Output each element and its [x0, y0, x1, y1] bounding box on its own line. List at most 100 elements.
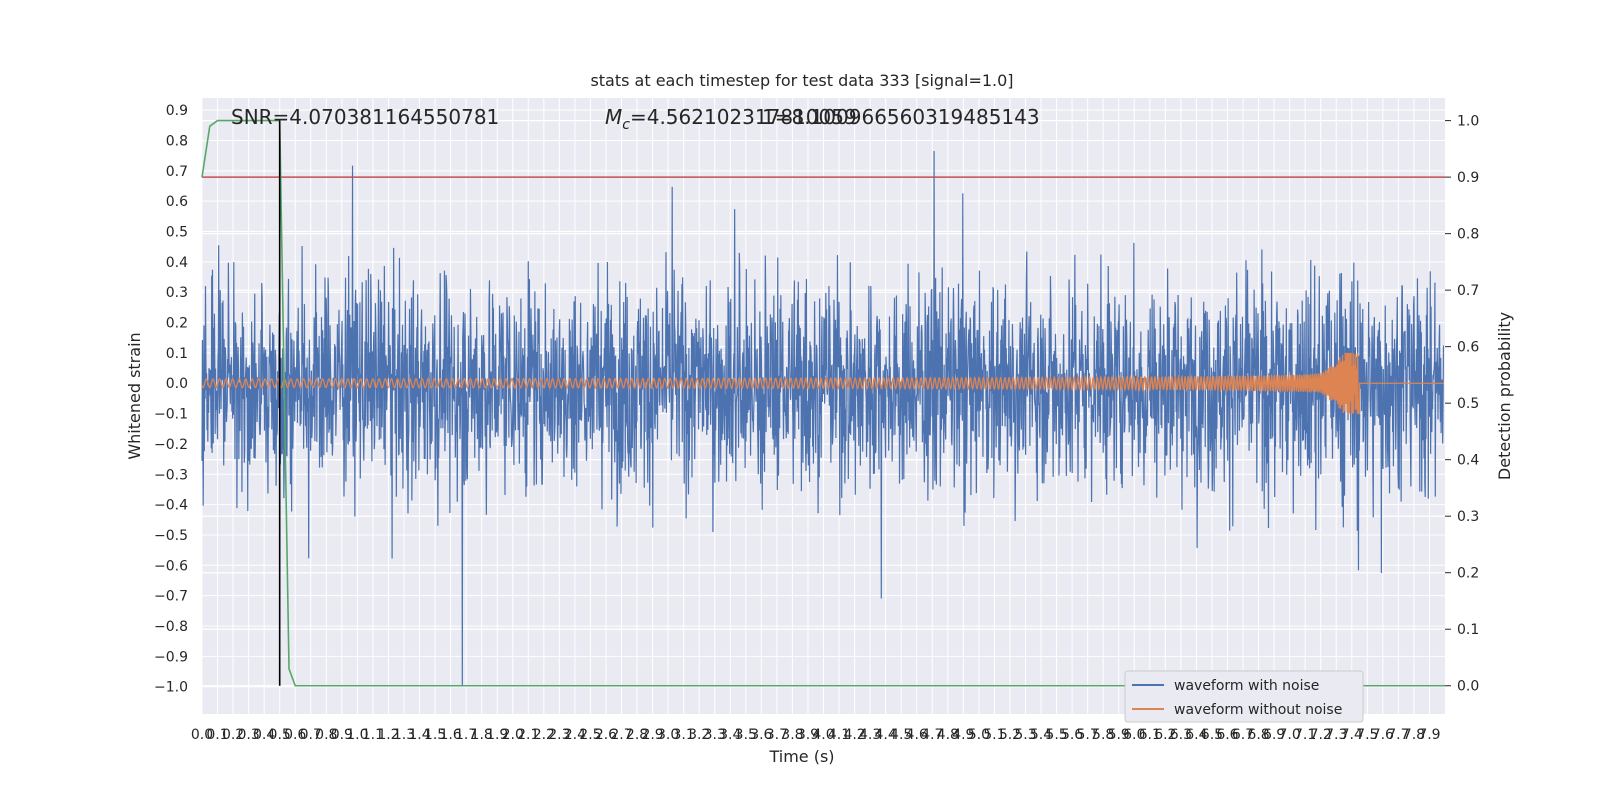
y2-tick-label: 0.9	[1457, 170, 1479, 186]
x-tick-label: 7.6	[1372, 727, 1394, 743]
x-tick-label: 1.9	[486, 727, 508, 743]
x-axis-label: Time (s)	[768, 747, 834, 766]
y-tick-label: 0.1	[166, 346, 188, 362]
x-tick-label: 1.1	[362, 727, 384, 743]
mc-value: =4.562102317810059	[630, 105, 857, 129]
x-tick-label: 0.0	[191, 727, 213, 743]
x-tick-label: 0.3	[237, 727, 259, 743]
x-tick-label: 0.9	[331, 727, 353, 743]
mc-annotation: Mc=4.562102317810059	[605, 105, 857, 133]
y-tick-label: 0.5	[166, 225, 188, 241]
x-tick-label: 6.9	[1263, 727, 1285, 743]
x-tick-label: 4.9	[952, 727, 974, 743]
y-tick-label: −0.7	[154, 589, 188, 605]
x-tick-label: 3.0	[657, 727, 679, 743]
x-tick-label: 7.1	[1294, 727, 1316, 743]
y-tick-label: 0.3	[166, 285, 188, 301]
x-tick-label: 7.8	[1403, 727, 1425, 743]
y-tick-label: 0.9	[166, 103, 188, 119]
x-tick-label: 5.9	[1108, 727, 1130, 743]
x-tick-label: 3.3	[704, 727, 726, 743]
x-tick-label: 6.0	[1123, 727, 1145, 743]
x-tick-label: 6.6	[1216, 727, 1238, 743]
legend-label-clean: waveform without noise	[1174, 702, 1342, 718]
x-tick-label: 1.4	[408, 727, 430, 743]
x-tick-label: 2.7	[610, 727, 632, 743]
x-tick-label: 6.7	[1232, 727, 1254, 743]
x-tick-label: 1.3	[393, 727, 415, 743]
x-tick-label: 1.2	[377, 727, 399, 743]
y-tick-label: −0.2	[154, 437, 188, 453]
x-tick-label: 4.2	[843, 727, 865, 743]
x-tick-label: 0.5	[269, 727, 291, 743]
x-tick-label: 6.4	[1185, 727, 1207, 743]
x-tick-label: 1.0	[346, 727, 368, 743]
snr-annotation: SNR=4.070381164550781	[231, 105, 499, 129]
y2-tick-label: 0.1	[1457, 622, 1479, 638]
x-tick-label: 4.4	[875, 727, 897, 743]
x-tick-label: 1.8	[471, 727, 493, 743]
legend-label-noisy: waveform with noise	[1174, 678, 1319, 694]
x-tick-label: 2.1	[517, 727, 539, 743]
x-tick-label: 4.6	[906, 727, 928, 743]
y-tick-label: −0.3	[154, 467, 188, 483]
x-tick-label: 3.6	[750, 727, 772, 743]
x-tick-label: 4.5	[890, 727, 912, 743]
x-tick-label: 3.7	[766, 727, 788, 743]
x-tick-label: 7.5	[1356, 727, 1378, 743]
x-tick-label: 0.4	[253, 727, 275, 743]
x-tick-label: 5.0	[968, 727, 990, 743]
y2-tick-label: 0.8	[1457, 227, 1479, 243]
x-tick-label: 2.3	[548, 727, 570, 743]
overlay-lines	[201, 119, 1445, 687]
x-tick-label: 3.8	[781, 727, 803, 743]
x-tick-label: 3.2	[688, 727, 710, 743]
mc-symbol: M	[605, 105, 622, 129]
y2-tick-label: 0.0	[1457, 679, 1479, 695]
y2-tick-labels: 1.0 0.9 0.8 0.7 0.6 0.5 0.4 0.3 0.2 0.1 0.0	[1445, 114, 1479, 695]
x-tick-label: 2.6	[595, 727, 617, 743]
waveform-without-noise-series	[201, 352, 1444, 415]
x-tick-label: 4.0	[812, 727, 834, 743]
x-tick-label: 7.9	[1418, 727, 1440, 743]
y-tick-label: 0.8	[166, 133, 188, 149]
x-tick-label: 6.3	[1170, 727, 1192, 743]
y-tick-label: −0.1	[154, 407, 188, 423]
x-tick-label: 2.9	[641, 727, 663, 743]
x-tick-label: 7.0	[1278, 727, 1300, 743]
x-tick-label: 0.2	[222, 727, 244, 743]
x-tick-label: 5.4	[1030, 727, 1052, 743]
x-tick-label: 3.9	[797, 727, 819, 743]
y2-tick-label: 0.5	[1457, 396, 1479, 412]
y2-tick-label: 0.2	[1457, 566, 1479, 582]
y-tick-label: 0.7	[166, 164, 188, 180]
legend-box	[1124, 670, 1364, 723]
x-tick-label: 6.2	[1154, 727, 1176, 743]
y-tick-label: −0.8	[154, 619, 188, 635]
x-tick-label: 5.5	[1045, 727, 1067, 743]
x-tick-label: 2.8	[626, 727, 648, 743]
x-tick-label: 2.4	[564, 727, 586, 743]
y-tick-label: 0.4	[166, 255, 188, 271]
y2-tick-label: 1.0	[1457, 114, 1479, 130]
overlap-annotation: 1=8.100966560319485143	[762, 105, 1040, 129]
waveform-without-noise-line	[201, 352, 1444, 415]
x-tick-label: 4.1	[828, 727, 850, 743]
x-tick-label: 5.8	[1092, 727, 1114, 743]
y-tick-label: −0.4	[154, 498, 188, 514]
y-tick-label: −0.5	[154, 528, 188, 544]
x-tick-label: 5.3	[1014, 727, 1036, 743]
y2-tick-label: 0.3	[1457, 509, 1479, 525]
x-tick-label: 6.8	[1247, 727, 1269, 743]
x-tick-label: 4.3	[859, 727, 881, 743]
y-tick-label: 0.6	[166, 194, 188, 210]
x-tick-label: 3.4	[719, 727, 741, 743]
x-tick-label: 5.6	[1061, 727, 1083, 743]
chart-title: stats at each timestep for test data 333…	[590, 71, 1013, 90]
y-tick-label: −0.9	[154, 649, 188, 665]
x-tick-label: 5.7	[1077, 727, 1099, 743]
x-tick-label: 1.7	[455, 727, 477, 743]
x-tick-label: 1.5	[424, 727, 446, 743]
y-tick-labels: 0.9 0.8 0.7 0.6 0.5 0.4 0.3 0.2 0.1 0.0 −0.1 −0.2 −0…	[154, 103, 188, 696]
x-tick-label: 3.5	[735, 727, 757, 743]
